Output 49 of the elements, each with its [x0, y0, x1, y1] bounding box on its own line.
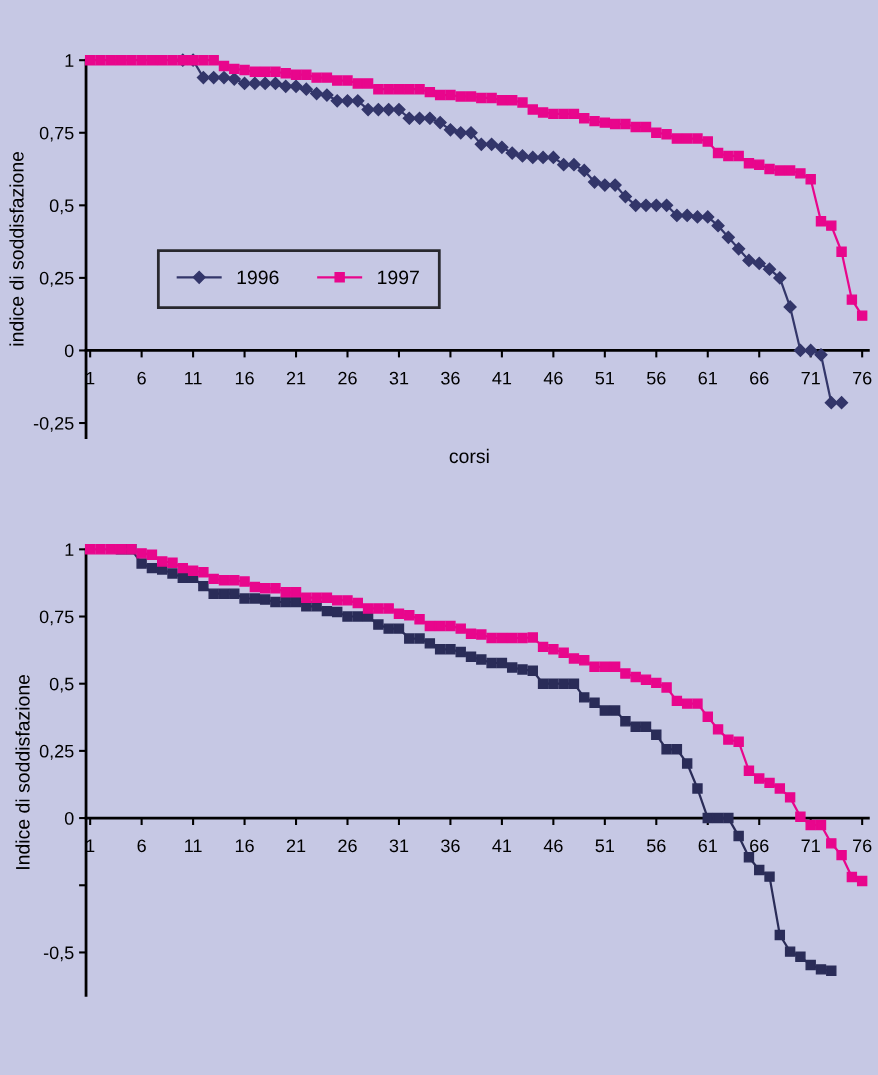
y-tick-label: 0,25 [39, 744, 74, 760]
y-tick-label: -0,25 [33, 416, 74, 432]
y-tick-label: 0 [64, 812, 74, 825]
x-tick-label: 6 [137, 839, 146, 853]
x-tick-label: 71 [801, 839, 820, 852]
x-tick-label: 11 [185, 371, 202, 385]
x-tick-label: 31 [389, 371, 409, 385]
x-tick-label: 41 [492, 839, 512, 852]
x-tick-label: 6 [137, 371, 146, 385]
x-tick-label: 66 [750, 839, 769, 853]
x-tick-label: 16 [235, 371, 254, 385]
y-axis-title: indice di soddisfazione [9, 151, 24, 346]
x-tick-label: 51 [595, 839, 614, 853]
x-tick-label: 36 [441, 839, 460, 853]
x-tick-label: 11 [185, 839, 202, 852]
x-tick-label: 46 [543, 371, 563, 385]
x-axis-title: corsi [449, 448, 489, 464]
y-tick-label: 0,25 [39, 271, 74, 287]
legend-label: 1997 [378, 270, 419, 285]
y-axis-title: Indice di soddisfazione [15, 674, 30, 869]
y-tick-label: -0,5 [43, 946, 74, 962]
y-tick-label: 0,75 [39, 126, 74, 142]
x-tick-label: 56 [646, 839, 666, 853]
x-tick-label: 56 [646, 371, 666, 385]
x-tick-label: 36 [441, 371, 460, 385]
x-tick-label: 16 [235, 839, 254, 853]
x-tick-label: 76 [853, 371, 872, 385]
x-tick-label: 46 [543, 839, 563, 853]
x-tick-label: 1 [86, 839, 95, 852]
x-tick-label: 1 [86, 371, 95, 385]
y-tick-label: 1 [65, 543, 74, 556]
x-tick-label: 31 [389, 839, 409, 853]
x-tick-label: 21 [286, 839, 306, 852]
x-tick-label: 26 [338, 839, 357, 853]
y-tick-label: 0,5 [49, 677, 74, 693]
y-tick-label: 1 [65, 54, 74, 67]
y-tick-label: 0,75 [39, 610, 74, 626]
x-tick-label: 66 [750, 371, 769, 385]
x-tick-label: 76 [853, 839, 872, 853]
x-tick-label: 51 [595, 371, 614, 385]
y-tick-label: 0,5 [49, 199, 74, 215]
legend-label: 1996 [237, 270, 279, 285]
x-tick-label: 61 [698, 839, 717, 853]
y-tick-label: 0 [64, 344, 74, 358]
x-tick-label: 41 [492, 371, 512, 385]
x-tick-label: 61 [698, 371, 717, 385]
x-tick-label: 26 [338, 371, 357, 385]
x-tick-label: 21 [286, 371, 306, 385]
x-tick-label: 71 [801, 371, 820, 385]
